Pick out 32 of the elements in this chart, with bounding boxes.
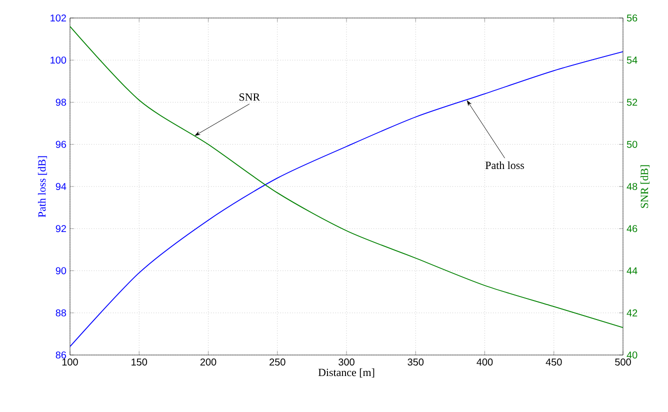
y2-tick-label: 46 [626, 225, 638, 232]
y2-tick-label: 40 [626, 351, 638, 359]
y2-tick-label: 44 [626, 267, 638, 274]
y2-tick-label: 56 [626, 14, 638, 22]
x-tick-label: 450 [546, 358, 562, 366]
y-tick-label: 100 [50, 56, 66, 64]
y2-tick-label: 48 [626, 182, 638, 190]
y-tick-label: 94 [56, 182, 66, 190]
x-tick-label: 150 [132, 358, 148, 366]
y2-tick-label: 54 [626, 56, 638, 64]
y2-tick-label: 50 [626, 140, 638, 148]
x-axis-title: Distance [m] [318, 368, 374, 378]
x-tick-label: 200 [200, 358, 216, 366]
x-tick-label: 300 [338, 358, 354, 366]
y-tick-label: 88 [56, 309, 66, 316]
y-tick-label: 90 [56, 267, 66, 274]
y-tick-label: 102 [50, 14, 66, 22]
annotation: SNR [240, 93, 260, 101]
y-tick-label: 86 [56, 351, 66, 359]
y-tick-label: 98 [56, 98, 66, 106]
y-axis-title: Path loss [dB] [38, 156, 48, 218]
annotation: Path loss [485, 161, 524, 170]
y2-tick-label: 42 [626, 309, 638, 316]
y2-axis-title: SNR [dB] [640, 165, 650, 208]
y-tick-label: 96 [56, 140, 66, 148]
y2-tick-label: 52 [626, 98, 638, 106]
x-tick-label: 500 [615, 358, 631, 366]
x-tick-label: 250 [270, 358, 286, 366]
x-tick-label: 400 [476, 358, 493, 366]
x-tick-label: 350 [408, 358, 424, 366]
x-tick-label: 100 [62, 358, 78, 366]
y-tick-label: 92 [56, 225, 66, 232]
